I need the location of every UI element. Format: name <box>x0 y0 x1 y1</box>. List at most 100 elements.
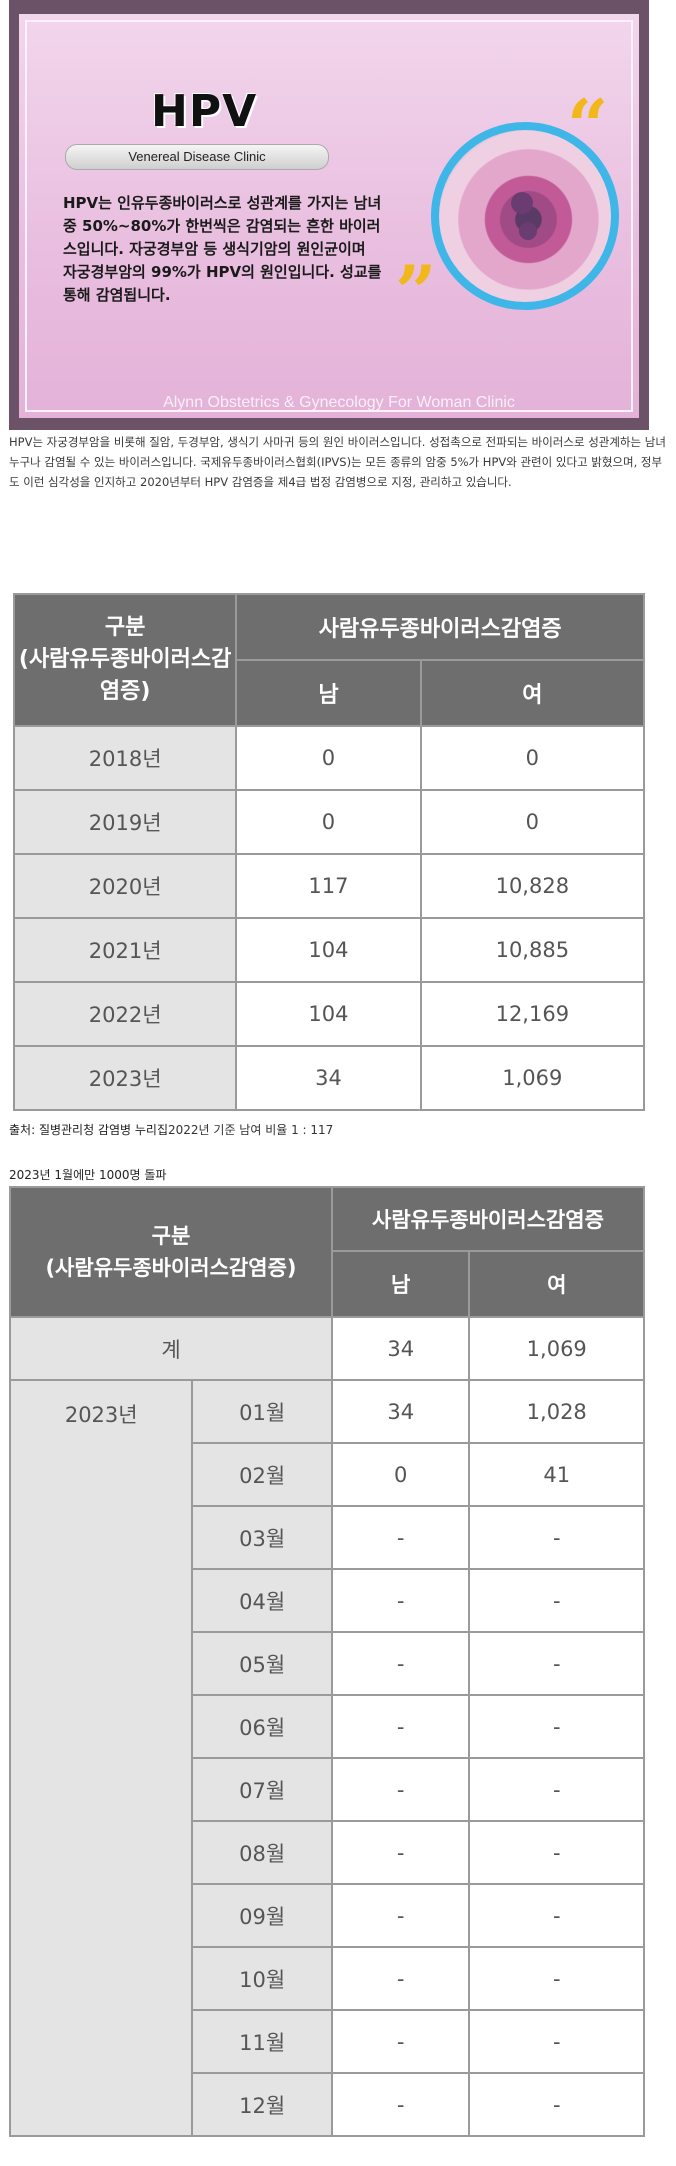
male-count-cell: 0 <box>235 725 422 791</box>
male-count-cell: - <box>330 1505 471 1570</box>
male-count-cell: - <box>330 1946 471 2011</box>
month-cell: 04월 <box>191 1568 333 1633</box>
table-row: 2019년 0 0 <box>12 789 646 855</box>
table1-header-label: 구분 (사람유두종바이러스감염증) <box>12 593 238 727</box>
month-cell: 07월 <box>191 1757 333 1822</box>
table-row: 2020년 117 10,828 <box>12 853 646 919</box>
table-row: 05월 - - <box>10 1631 645 1696</box>
month-cell: 03월 <box>191 1505 333 1570</box>
table-row: 10월 - - <box>10 1946 645 2011</box>
yearly-cases-table: 구분 (사람유두종바이러스감염증) 사람유두종바이러스감염증 남 여 2018년… <box>12 593 646 1111</box>
intro-paragraph: HPV는 자궁경부암을 비롯해 질암, 두경부암, 생식기 사마귀 등의 원인 … <box>9 435 666 489</box>
male-count-cell: - <box>330 1568 471 1633</box>
female-count-cell: 1,069 <box>468 1316 645 1381</box>
female-count-cell: 41 <box>468 1442 645 1507</box>
year-cell: 2018년 <box>12 725 238 791</box>
female-count-cell: - <box>468 1946 645 2011</box>
ratio-note: 2022년 기준 남여 비율 1 : 117 <box>168 1123 334 1137</box>
year-cell: 2019년 <box>12 789 238 855</box>
male-count-cell: - <box>330 2009 471 2074</box>
male-count-cell: 34 <box>235 1045 422 1111</box>
cell-nucleus <box>519 222 537 240</box>
table-row: 11월 - - <box>10 2009 645 2074</box>
table-row: 08월 - - <box>10 1820 645 1885</box>
male-count-cell: 34 <box>330 1316 471 1381</box>
year-cell: 2023년 <box>12 1045 238 1111</box>
male-count-cell: - <box>330 1883 471 1948</box>
cell-photo <box>439 130 611 302</box>
year-cell: 2020년 <box>12 853 238 919</box>
male-count-cell: - <box>330 1631 471 1696</box>
month-cell: 06월 <box>191 1694 333 1759</box>
female-count-cell: 10,885 <box>419 917 646 983</box>
banner-footer: Alynn Obstetrics & Gynecology For Woman … <box>163 394 515 411</box>
year-cell: 2023년 <box>8 1379 194 2137</box>
table-row: 12월 - - <box>10 2072 645 2137</box>
hpv-banner-image: HPV Venereal Disease Clinic HPV는 인유두종바이러… <box>9 0 649 430</box>
male-count-cell: 0 <box>235 789 422 855</box>
female-count-cell: - <box>468 1757 645 1822</box>
female-count-cell: 0 <box>419 789 646 855</box>
source-note: 출처: 질병관리청 감염병 누리집2022년 기준 남여 비율 1 : 117 <box>9 1121 333 1138</box>
banner-panel: HPV Venereal Disease Clinic HPV는 인유두종바이러… <box>19 14 639 418</box>
male-count-cell: - <box>330 2072 471 2137</box>
table-row: 04월 - - <box>10 1568 645 1633</box>
monthly-cases-table: 구분 (사람유두종바이러스감염증) 사람유두종바이러스감염증 남 여 계 34 … <box>8 1186 646 2137</box>
female-count-cell: - <box>468 1694 645 1759</box>
table-row: 2023년 01월 34 1,028 <box>8 1379 645 2137</box>
female-count-cell: 10,828 <box>419 853 646 919</box>
female-count-cell: 0 <box>419 725 646 791</box>
table-row: 2023년 34 1,069 <box>12 1045 646 1111</box>
table1-header-female: 여 <box>419 659 646 727</box>
female-count-cell: - <box>468 2072 645 2137</box>
female-count-cell: 1,069 <box>419 1045 646 1111</box>
table-row: 2018년 0 0 <box>12 725 646 791</box>
table-row: 2022년 104 12,169 <box>12 981 646 1047</box>
quote-close-icon: ” <box>395 249 437 334</box>
banner-description: HPV는 인유두종바이러스로 성관계를 가지는 남녀중 50%~80%가 한번씩… <box>63 194 382 304</box>
female-count-cell: - <box>468 2009 645 2074</box>
total-label-cell: 계 <box>9 1316 333 1381</box>
month-cell: 10월 <box>191 1946 333 2011</box>
month-cell: 02월 <box>191 1442 333 1507</box>
table1-header-group: 사람유두종바이러스감염증 <box>235 593 645 661</box>
table-row: 계 34 1,069 <box>9 1316 645 1381</box>
table2-header-female: 여 <box>468 1250 645 1318</box>
monthly-table-title: 2023년 1월에만 1000명 돌파 <box>9 1168 167 1182</box>
month-cell: 09월 <box>191 1883 333 1948</box>
year-cell: 2022년 <box>12 981 238 1047</box>
male-count-cell: 34 <box>330 1379 471 1444</box>
banner-frame <box>25 20 633 412</box>
quote-open-icon: “ <box>567 83 609 168</box>
male-count-cell: 104 <box>235 917 422 983</box>
table2-header-group: 사람유두종바이러스감염증 <box>330 1186 646 1252</box>
female-count-cell: - <box>468 1631 645 1696</box>
table-row: 2021년 104 10,885 <box>12 917 646 983</box>
female-count-cell: - <box>468 1505 645 1570</box>
cell-nucleus <box>511 192 533 214</box>
banner-title: HPV <box>151 86 258 137</box>
male-count-cell: - <box>330 1694 471 1759</box>
source-label: 출처: 질병관리청 감염병 누리집 <box>9 1123 169 1137</box>
month-cell: 12월 <box>191 2072 333 2137</box>
month-cell: 08월 <box>191 1820 333 1885</box>
table-row: 09월 - - <box>10 1883 645 1948</box>
table-row: 02월 0 41 <box>10 1442 645 1507</box>
female-count-cell: - <box>468 1883 645 1948</box>
table2-header-male: 남 <box>330 1250 471 1318</box>
cell-photo-ring <box>431 122 619 310</box>
table2-header-label: 구분 (사람유두종바이러스감염증) <box>9 1186 333 1318</box>
table-row: 07월 - - <box>10 1757 645 1822</box>
male-count-cell: 117 <box>235 853 422 919</box>
table-row: 03월 - - <box>10 1505 645 1570</box>
banner-subtitle: Venereal Disease Clinic <box>65 144 329 170</box>
female-count-cell: 12,169 <box>419 981 646 1047</box>
table1-header-male: 남 <box>235 659 422 727</box>
female-count-cell: 1,028 <box>468 1379 645 1444</box>
female-count-cell: - <box>468 1820 645 1885</box>
table-row: 06월 - - <box>10 1694 645 1759</box>
male-count-cell: 104 <box>235 981 422 1047</box>
month-cell: 11월 <box>191 2009 333 2074</box>
month-cell: 05월 <box>191 1631 333 1696</box>
female-count-cell: - <box>468 1568 645 1633</box>
